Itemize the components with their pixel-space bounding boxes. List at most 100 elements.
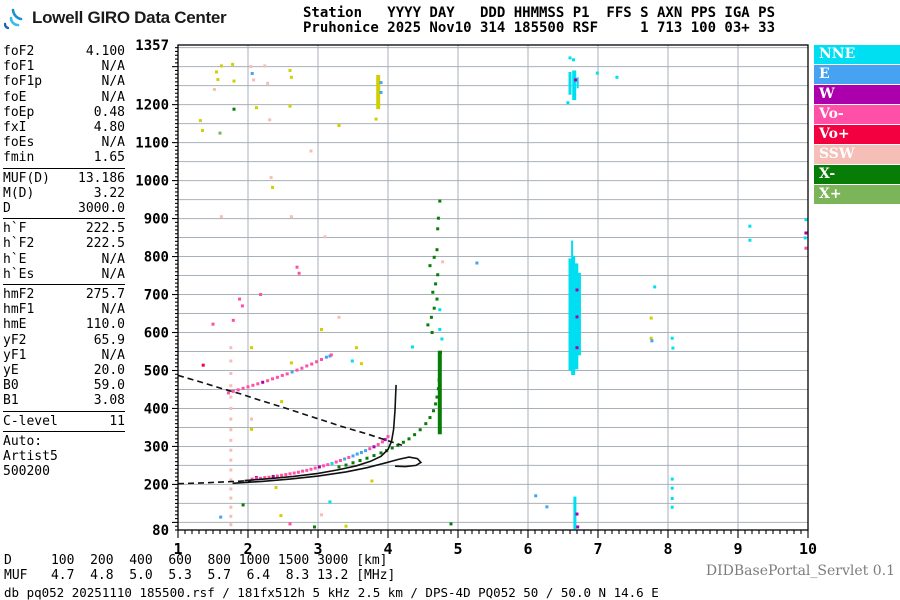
param-label: hmF1 [3, 302, 35, 318]
param-label: h`F2 [3, 236, 35, 252]
legend-item-nne: NNE [814, 45, 900, 64]
autoscaling-line: 500200 [3, 464, 50, 480]
param-row-hmf2: hmF2 275.7 [3, 287, 125, 302]
param-row-clevel: C-level 11 [3, 414, 125, 429]
param-value: 275.7 [85, 287, 125, 303]
param-label: foE [3, 89, 27, 105]
svg-text:700: 700 [144, 288, 169, 304]
param-value: N/A [101, 59, 125, 75]
ionogram-plot: 1357 1200 1100 1000 900 800 700 600 500 400 300 200… [135, 38, 817, 558]
svg-text:300: 300 [144, 439, 169, 455]
param-row-hf: h`F 222.5 [3, 221, 125, 236]
svg-text:600: 600 [144, 326, 169, 342]
param-group: foF2 4.100 foF1 N/A foF1p N/A foE N/A foEp 0.48 fx… [3, 44, 125, 169]
svg-text:200: 200 [144, 477, 169, 493]
param-label: foEs [3, 135, 35, 151]
param-row-mufd: MUF(D) 13.186 [3, 171, 125, 186]
svg-text:500: 500 [144, 363, 169, 379]
param-row-hf2: h`F2 222.5 [3, 236, 125, 251]
param-label: h`F [3, 221, 27, 237]
parameter-panel: foF2 4.100 foF1 N/A foF1p N/A foE N/A foEp 0.48 fx… [3, 44, 125, 479]
param-value: 4.100 [85, 44, 125, 59]
giro-logo: Lowell GIRO Data Center [4, 5, 227, 31]
param-row-fof2: foF2 4.100 [3, 44, 125, 59]
param-row-d: D 3000.0 [3, 201, 125, 216]
svg-text:800: 800 [144, 250, 169, 266]
param-label: hmF2 [3, 287, 35, 303]
param-group: MUF(D) 13.186 M(D) 3.22 D 3000.0 [3, 171, 125, 220]
param-value: 110.0 [85, 317, 125, 333]
param-label: B0 [3, 378, 19, 394]
station-header: Station YYYY DAY DDD HHMMSS P1 FFS S AXN… [303, 6, 775, 36]
param-label: h`E [3, 251, 27, 267]
svg-text:2: 2 [243, 540, 252, 558]
param-value: 65.9 [93, 332, 125, 348]
param-value: 20.0 [93, 363, 125, 379]
param-value: 3.08 [93, 393, 125, 409]
param-label: MUF(D) [3, 170, 50, 186]
svg-text:1000: 1000 [135, 174, 169, 190]
svg-text:900: 900 [144, 212, 169, 228]
station-header-line2: Pruhonice 2025 Nov10 314 185500 RSF 1 71… [303, 20, 776, 36]
param-label: B1 [3, 393, 19, 409]
svg-text:1200: 1200 [135, 98, 169, 114]
param-row-b0: B0 59.0 [3, 378, 125, 393]
param-value: 3.22 [93, 185, 125, 201]
param-label: M(D) [3, 185, 35, 201]
param-row-fxi: fxI 4.80 [3, 120, 125, 135]
muf-table-muf-row: MUF 4.7 4.8 5.0 5.3 5.7 6.4 8.3 13.2 [MH… [4, 567, 396, 583]
svg-text:4: 4 [383, 540, 392, 558]
svg-text:1357: 1357 [135, 38, 169, 54]
param-value: 222.5 [85, 221, 125, 237]
param-value: 59.0 [93, 378, 125, 394]
legend-item-vo: Vo+ [814, 125, 900, 144]
legend-item-x: X+ [814, 185, 900, 204]
param-row-he: h`E N/A [3, 252, 125, 267]
param-label: D [3, 201, 11, 217]
param-value: 13.186 [78, 170, 125, 186]
param-label: h`Es [3, 266, 35, 282]
param-group: C-level 11 [3, 414, 125, 432]
logo-title: Lowell GIRO Data Center [32, 8, 227, 27]
param-value: N/A [101, 89, 125, 105]
autoscaling-info: Auto: Artist5 500200 [3, 434, 125, 480]
param-label: foEp [3, 104, 35, 120]
param-label: hmE [3, 317, 27, 333]
param-value: N/A [101, 251, 125, 267]
svg-text:9: 9 [733, 540, 742, 558]
legend-item-w: W [814, 85, 900, 104]
legend-item-ssw: SSW [814, 145, 900, 164]
muf-table-distance-row: D 100 200 400 600 800 1000 1500 3000 [km… [4, 553, 388, 568]
param-row-b1: B1 3.08 [3, 393, 125, 408]
param-label: yE [3, 363, 19, 379]
param-row-ye: yE 20.0 [3, 363, 125, 378]
param-label: foF1p [3, 74, 43, 90]
svg-text:7: 7 [593, 540, 602, 558]
param-label: fxI [3, 120, 27, 136]
svg-text:400: 400 [144, 401, 169, 417]
param-label: foF1 [3, 59, 35, 75]
svg-text:80: 80 [152, 523, 169, 539]
param-row-hme: hmE 110.0 [3, 317, 125, 332]
giro-wave-icon [4, 8, 23, 30]
param-value: N/A [101, 347, 125, 363]
legend-item-x: X- [814, 165, 900, 184]
param-group: h`F 222.5 h`F2 222.5 h`E N/A h`Es N/A [3, 221, 125, 286]
echo-direction-legend: NNE E W Vo- Vo+ SSW X- X+ [814, 45, 900, 205]
param-value: 222.5 [85, 236, 125, 252]
muf-table: D 100 200 400 600 800 1000 1500 3000 [km… [4, 553, 396, 583]
param-row-foes: foEs N/A [3, 135, 125, 150]
param-row-hes: h`Es N/A [3, 267, 125, 282]
legend-item-e: E [814, 65, 900, 84]
svg-text:1100: 1100 [135, 136, 169, 152]
param-value: 4.80 [93, 120, 125, 136]
svg-text:3: 3 [313, 540, 322, 558]
param-row-yf2: yF2 65.9 [3, 333, 125, 348]
param-value: N/A [101, 302, 125, 318]
param-label: fmin [3, 150, 35, 166]
svg-text:6: 6 [523, 540, 532, 558]
param-value: N/A [101, 266, 125, 282]
param-row-hmf1: hmF1 N/A [3, 302, 125, 317]
param-value: N/A [101, 74, 125, 90]
